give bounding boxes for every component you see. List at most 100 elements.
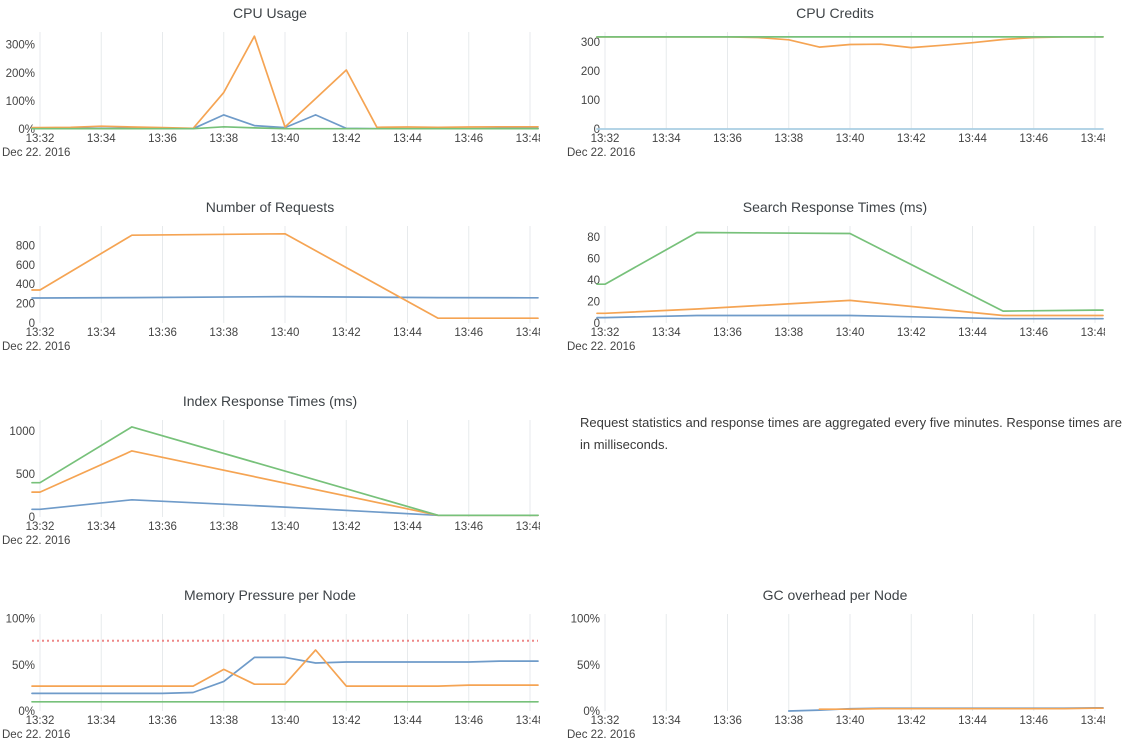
x-tick-label: 13:44	[958, 133, 987, 145]
x-tick-label: 13:44	[393, 521, 422, 533]
y-tick-label: 80	[587, 232, 600, 244]
x-tick-label: 13:36	[148, 327, 177, 339]
y-tick-label: 200	[16, 299, 35, 311]
y-tick-label: 1000	[9, 426, 35, 438]
series-line-orange	[31, 649, 539, 687]
chart-title-memory-pressure: Memory Pressure per Node	[184, 587, 356, 603]
x-tick-label: 13:46	[454, 521, 483, 533]
y-tick-label: 0	[29, 318, 35, 330]
x-tick-label: 13:38	[209, 327, 238, 339]
x-tick-label: 13:44	[958, 715, 987, 727]
x-tick-label: 13:34	[87, 521, 116, 533]
x-tick-label: 13:32	[591, 133, 620, 145]
x-tick-label: 13:46	[454, 715, 483, 727]
x-tick-label: 13:32	[591, 715, 620, 727]
x-tick-label: 13:48	[1081, 327, 1105, 339]
x-tick-label: 13:34	[652, 715, 681, 727]
x-tick-label: 13:42	[897, 715, 926, 727]
x-tick-label: 13:42	[332, 715, 361, 727]
y-tick-label: 600	[16, 260, 35, 272]
x-tick-label: 13:32	[26, 521, 55, 533]
memory-pressure-panel: Memory Pressure per Node 13:32 13:34 13:36…	[0, 586, 565, 743]
x-tick-label: 13:36	[713, 327, 742, 339]
series-line-green	[31, 426, 539, 517]
x-tick-label: 13:38	[774, 133, 803, 145]
y-tick-label: 500	[16, 469, 35, 481]
y-tick-label: 50%	[12, 660, 35, 672]
search-response-times-plot[interactable]: 13:32 13:34 13:36 13:38 13:40 13:42 13:44 13:46…	[565, 221, 1105, 355]
x-tick-label: 13:44	[393, 715, 422, 727]
x-tick-label: 13:32	[26, 133, 55, 145]
chart-title-search-response-times: Search Response Times (ms)	[742, 199, 928, 215]
series-line-blue	[596, 314, 1104, 320]
x-tick-label: 13:48	[516, 327, 540, 339]
y-tick-label: 0%	[18, 706, 35, 718]
x-tick-label: 13:32	[26, 327, 55, 339]
y-tick-label: 20	[587, 296, 600, 308]
number-of-requests-plot[interactable]: 13:32 13:34 13:36 13:38 13:40 13:42 13:44 13:46…	[0, 221, 540, 355]
chart-title-number-of-requests: Number of Requests	[205, 199, 335, 215]
x-tick-label: 13:38	[209, 715, 238, 727]
x-tick-label: 13:48	[516, 133, 540, 145]
x-tick-label: 13:44	[393, 327, 422, 339]
chart-title-gc-overhead: GC overhead per Node	[762, 587, 908, 603]
x-tick-label: 13:40	[271, 715, 300, 727]
x-tick-label: 13:42	[332, 327, 361, 339]
date-label: Dec 22. 2016	[2, 341, 70, 353]
x-tick-label: 13:42	[897, 133, 926, 145]
date-label: Dec 22. 2016	[567, 341, 635, 353]
y-tick-label: 300%	[6, 40, 35, 52]
x-tick-label: 13:46	[1019, 327, 1048, 339]
x-tick-label: 13:46	[1019, 133, 1048, 145]
gc-overhead-panel: GC overhead per Node 13:32 13:34 13:36 13:3…	[565, 586, 1131, 743]
x-tick-label: 13:34	[87, 327, 116, 339]
gc-overhead-plot[interactable]: 13:32 13:34 13:36 13:38 13:40 13:42 13:44 13:46…	[565, 609, 1105, 743]
x-tick-label: 13:48	[516, 715, 540, 727]
x-tick-label: 13:36	[148, 133, 177, 145]
y-tick-label: 400	[16, 279, 35, 291]
y-tick-label: 200%	[6, 68, 35, 80]
x-tick-label: 13:48	[1081, 133, 1105, 145]
x-tick-label: 13:36	[713, 715, 742, 727]
x-tick-label: 13:46	[1019, 715, 1048, 727]
x-tick-label: 13:38	[209, 521, 238, 533]
chart-title-cpu-usage: CPU Usage	[233, 5, 307, 21]
y-tick-label: 40	[587, 275, 600, 287]
series-line-green	[31, 125, 539, 130]
y-tick-label: 200	[581, 66, 600, 78]
x-tick-label: 13:42	[332, 521, 361, 533]
y-tick-label: 100%	[6, 614, 35, 626]
number-of-requests-panel: Number of Requests 13:32 13:34 13:36 13:38 1…	[0, 198, 565, 355]
index-response-times-plot[interactable]: 13:32 13:34 13:36 13:38 13:40 13:42 13:44 13:46…	[0, 415, 540, 549]
cpu-usage-plot[interactable]: 13:32 13:34 13:36 13:38 13:40 13:42 13:44 13:46…	[0, 27, 540, 161]
series-line-blue	[31, 295, 539, 299]
x-tick-label: 13:48	[1081, 715, 1105, 727]
date-label: Dec 22. 2016	[567, 147, 635, 159]
y-tick-label: 0	[594, 318, 600, 330]
x-tick-label: 13:36	[713, 133, 742, 145]
series-line-orange	[818, 707, 1104, 711]
cpu-credits-plot[interactable]: 13:32 13:34 13:36 13:38 13:40 13:42 13:44 13:46…	[565, 27, 1105, 161]
x-tick-label: 13:40	[271, 133, 300, 145]
series-line-orange	[31, 232, 539, 320]
x-tick-label: 13:42	[897, 327, 926, 339]
x-tick-label: 13:38	[774, 715, 803, 727]
series-line-blue	[31, 656, 539, 695]
y-tick-label: 0	[29, 512, 35, 524]
x-tick-label: 13:46	[454, 327, 483, 339]
x-tick-label: 13:38	[209, 133, 238, 145]
x-tick-label: 13:38	[774, 327, 803, 339]
x-tick-label: 13:40	[836, 133, 865, 145]
date-label: Dec 22. 2016	[2, 535, 70, 547]
x-tick-label: 13:34	[87, 715, 116, 727]
x-tick-label: 13:40	[836, 715, 865, 727]
y-tick-label: 0	[594, 124, 600, 136]
chart-title-index-response-times: Index Response Times (ms)	[182, 393, 358, 409]
memory-pressure-plot[interactable]: 13:32 13:34 13:36 13:38 13:40 13:42 13:44 13:46…	[0, 609, 540, 743]
x-tick-label: 13:48	[516, 521, 540, 533]
x-tick-label: 13:44	[958, 327, 987, 339]
note-text: Request statistics and response times ar…	[580, 415, 1122, 452]
x-tick-label: 13:34	[652, 327, 681, 339]
y-tick-label: 0%	[18, 124, 35, 136]
